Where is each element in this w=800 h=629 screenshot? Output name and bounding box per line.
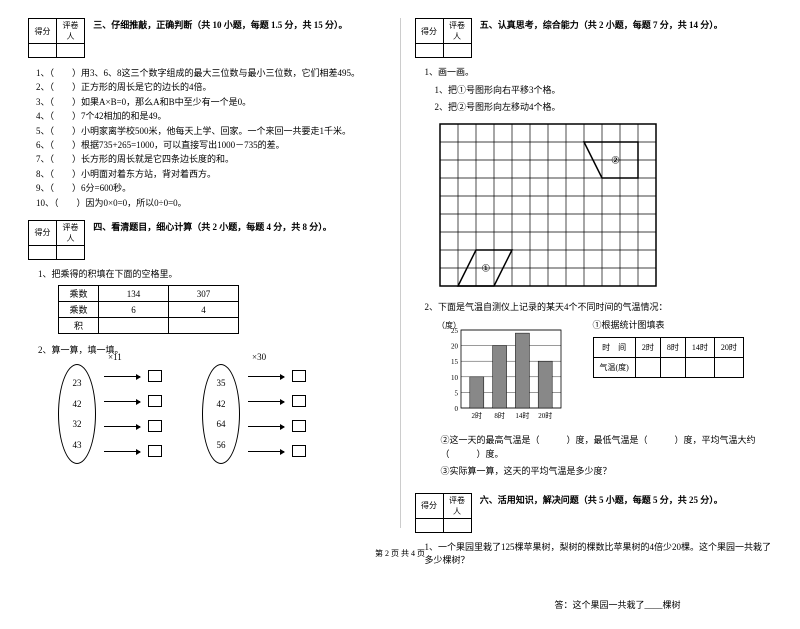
svg-text:20时: 20时 [538, 411, 552, 420]
section-4-title: 四、看清题目，细心计算（共 2 小题，每题 4 分，共 8 分）。 [93, 220, 332, 233]
score-box: 得分评卷人 [28, 18, 85, 58]
svg-text:8时: 8时 [494, 411, 505, 420]
s3-q8: 8、（ ）小明面对着东方站，背对着西方。 [36, 167, 386, 181]
s5-q1b: 2、把②号图形向左移动4个格。 [435, 101, 773, 115]
svg-text:20: 20 [451, 343, 459, 351]
s3-q5: 5、（ ）小明家离学校500米，他每天上学、回家。一个来回一共要走1千米。 [36, 124, 386, 138]
reviewer-cell[interactable] [57, 44, 85, 58]
svg-text:10: 10 [451, 374, 459, 382]
right-column: 得分评卷人 五、认真思考，综合能力（共 2 小题，每题 7 分，共 14 分）。… [415, 18, 773, 611]
s3-q6: 6、（ ）根据735+265=1000，可以直接写出1000－735的差。 [36, 138, 386, 152]
mult-label-2: ×30 [252, 352, 266, 362]
section-6-head: 得分评卷人 六、活用知识，解决问题（共 5 小题，每题 5 分，共 25 分）。 [415, 493, 773, 533]
score-label: 得分 [29, 19, 57, 44]
page-footer: 第 2 页 共 4 页 [0, 548, 800, 559]
temp-chart: （度）05101520252时8时14时20时 [435, 318, 575, 428]
oval-group-2: ×30 35 42 64 56 [202, 364, 306, 464]
svg-text:15: 15 [451, 358, 459, 366]
mult-label-1: ×11 [108, 352, 122, 362]
stat-table: 时 间 2时 8时 14时 20时 气温(度) [593, 337, 744, 378]
mult-table: 乘数134307 乘数64 积 [58, 285, 239, 334]
s3-q3: 3、（ ）如果A×B=0，那么A和B中至少有一个是0。 [36, 95, 386, 109]
column-divider [400, 18, 401, 528]
section-4-head: 得分评卷人 四、看清题目，细心计算（共 2 小题，每题 4 分，共 8 分）。 [28, 220, 386, 260]
section-3-head: 得分评卷人 三、仔细推敲，正确判断（共 10 小题，每题 1.5 分，共 15 … [28, 18, 386, 58]
oval-1-src: 23 42 32 43 [58, 364, 96, 464]
score-box-5: 得分评卷人 [415, 18, 472, 58]
grid-diagram: ①② [435, 119, 665, 291]
s3-q7: 7、（ ）长方形的周长就是它四条边长度的和。 [36, 152, 386, 166]
svg-text:①: ① [481, 263, 490, 274]
s4-q2: 2、算一算，填一填。 [38, 344, 386, 358]
svg-text:2时: 2时 [471, 411, 482, 420]
s5-q1: 1、画一画。 [425, 66, 773, 80]
svg-text:5: 5 [454, 389, 458, 397]
section-5-head: 得分评卷人 五、认真思考，综合能力（共 2 小题，每题 7 分，共 14 分）。 [415, 18, 773, 58]
s5-q2c: ③实际算一算，这天的平均气温是多少度？ [441, 465, 773, 479]
score-box-4: 得分评卷人 [28, 220, 85, 260]
s6-answer: 答：这个果园一共栽了____棵树 [555, 598, 773, 611]
s3-q2: 2、（ ）正方形的周长是它的边长的4倍。 [36, 80, 386, 94]
svg-text:14时: 14时 [515, 411, 529, 420]
section-3-title: 三、仔细推敲，正确判断（共 10 小题，每题 1.5 分，共 15 分）。 [93, 18, 347, 31]
svg-text:0: 0 [454, 405, 458, 413]
svg-text:25: 25 [451, 327, 459, 335]
page: 得分评卷人 三、仔细推敲，正确判断（共 10 小题，每题 1.5 分，共 15 … [0, 0, 800, 629]
s3-q10: 10、（ ）因为0×0=0，所以0÷0=0。 [36, 196, 386, 210]
score-cell[interactable] [29, 44, 57, 58]
s5-q1a: 1、把①号图形向右平移3个格。 [435, 84, 773, 98]
stat-block: ①根据统计图填表 时 间 2时 8时 14时 20时 气温(度) [593, 318, 744, 378]
oval-diagrams: ×11 23 42 32 43 ×30 35 42 64 56 [58, 364, 386, 464]
stat-title: ①根据统计图填表 [593, 318, 744, 331]
left-column: 得分评卷人 三、仔细推敲，正确判断（共 10 小题，每题 1.5 分，共 15 … [28, 18, 386, 611]
s5-q2b: ②这一天的最高气温是（ ）度，最低气温是（ ）度，平均气温大约（ ）度。 [441, 434, 773, 461]
chart-row: （度）05101520252时8时14时20时 ①根据统计图填表 时 间 2时 … [435, 318, 773, 428]
oval-group-1: ×11 23 42 32 43 [58, 364, 162, 464]
s5-q2: 2、下面是气温自测仪上记录的某天4个不同时间的气温情况： [425, 301, 773, 315]
score-box-6: 得分评卷人 [415, 493, 472, 533]
s3-q1: 1、（ ）用3、6、8这三个数字组成的最大三位数与最小三位数，它们相差495。 [36, 66, 386, 80]
reviewer-label: 评卷人 [57, 19, 85, 44]
section-5-title: 五、认真思考，综合能力（共 2 小题，每题 7 分，共 14 分）。 [480, 18, 723, 31]
s3-q9: 9、（ ）6分=600秒。 [36, 181, 386, 195]
s4-q1: 1、把乘得的积填在下面的空格里。 [38, 268, 386, 282]
s3-q4: 4、（ ）7个42相加的和是49。 [36, 109, 386, 123]
section-6-title: 六、活用知识，解决问题（共 5 小题，每题 5 分，共 25 分）。 [480, 493, 723, 506]
svg-text:②: ② [611, 155, 620, 166]
oval-2-src: 35 42 64 56 [202, 364, 240, 464]
s3-questions: 1、（ ）用3、6、8这三个数字组成的最大三位数与最小三位数，它们相差495。 … [36, 66, 386, 210]
